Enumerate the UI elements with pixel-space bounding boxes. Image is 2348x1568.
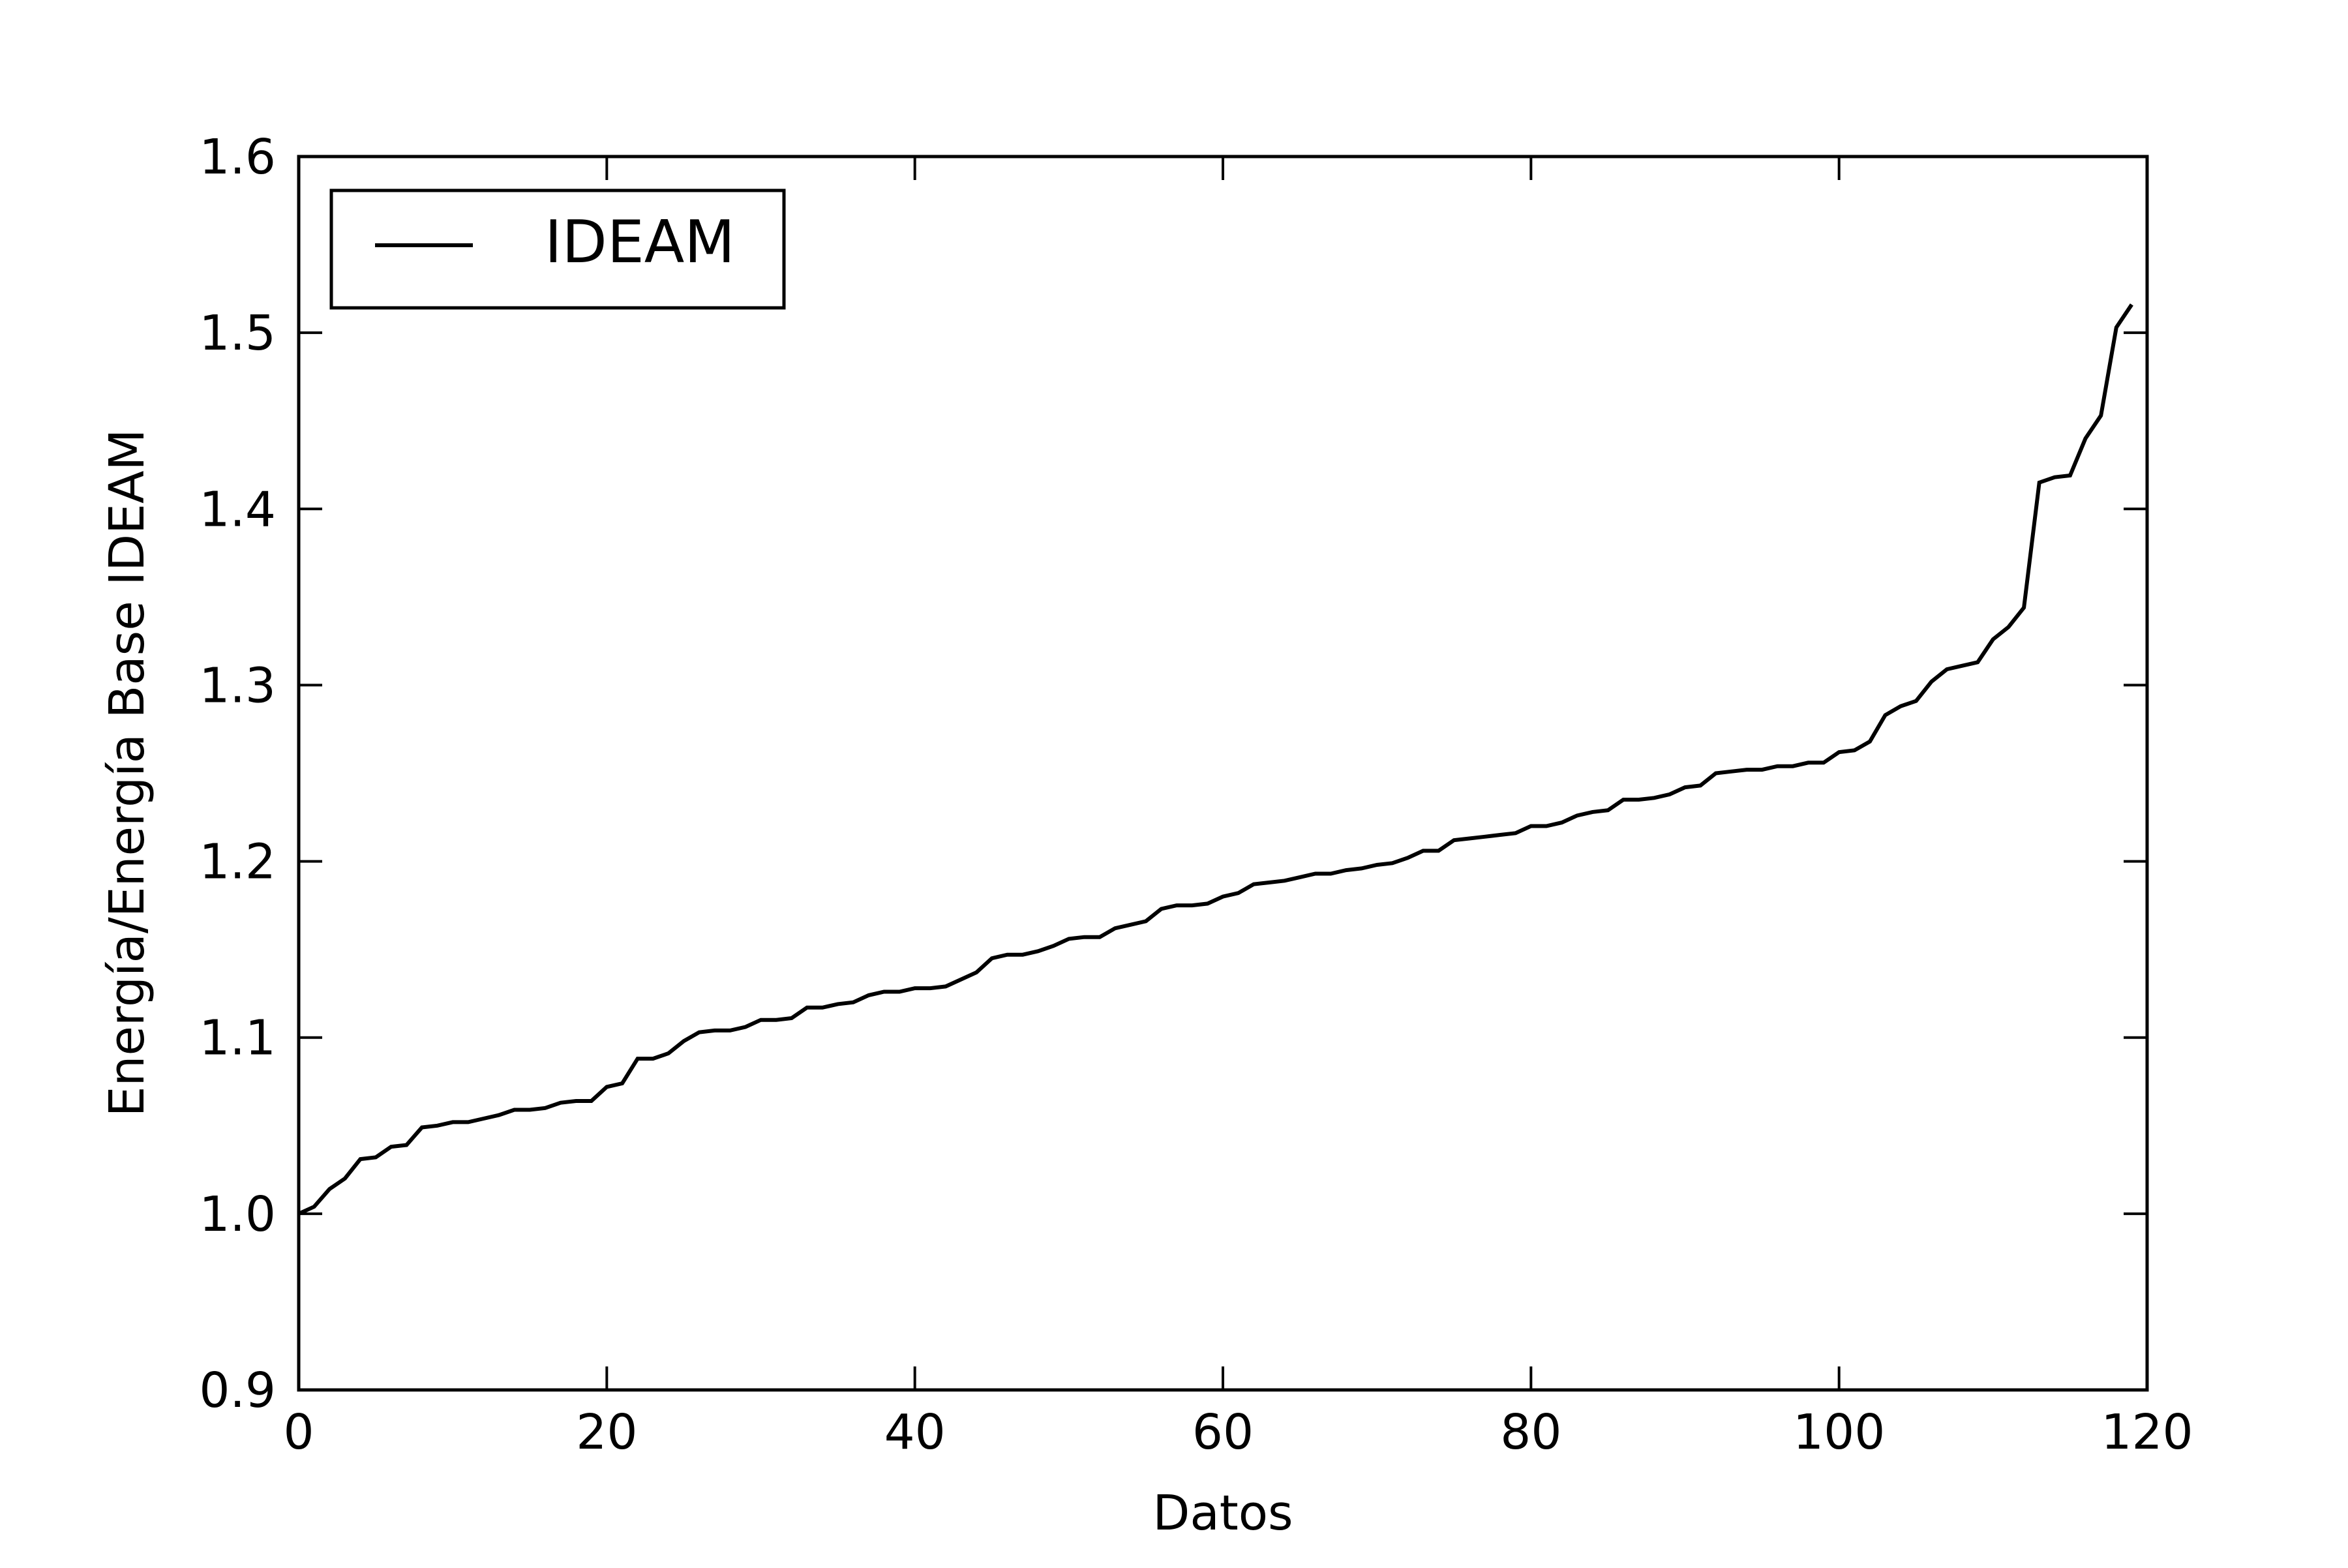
x-tick-label: 20 [576, 1404, 637, 1460]
y-tick-label: 0.9 [199, 1363, 276, 1419]
x-tick-label: 40 [884, 1404, 946, 1460]
y-tick-label: 1.1 [199, 1010, 276, 1066]
y-tick-label: 1.5 [199, 305, 276, 361]
x-tick-label: 60 [1192, 1404, 1254, 1460]
x-tick-label: 100 [1793, 1404, 1885, 1460]
y-tick-label: 1.4 [199, 481, 276, 537]
series-line-ideam [297, 303, 2133, 1216]
x-tick-label: 80 [1500, 1404, 1561, 1460]
legend-box [329, 188, 786, 310]
y-tick-label: 1.6 [199, 129, 276, 185]
plot-layer [297, 303, 2133, 1216]
x-axis-label: Datos [1152, 1485, 1293, 1541]
axes-frame [297, 155, 2149, 1392]
ticks-layer: 0 20 40 60 80 100 120 0.9 1.0 1.1 1.2 1.3 1.4 1.5 1.6 [199, 129, 2193, 1460]
y-tick-label: 1.3 [199, 657, 276, 714]
legend: IDEAM [329, 188, 786, 310]
legend-entry-ideam: IDEAM [545, 208, 735, 277]
x-tick-label: 120 [2101, 1404, 2193, 1460]
y-tick-label: 1.2 [199, 834, 276, 890]
y-axis-label: Energía/Energía Base IDEAM [99, 429, 155, 1117]
y-tick-label: 1.0 [199, 1186, 276, 1243]
x-tick-label: 0 [283, 1404, 314, 1460]
